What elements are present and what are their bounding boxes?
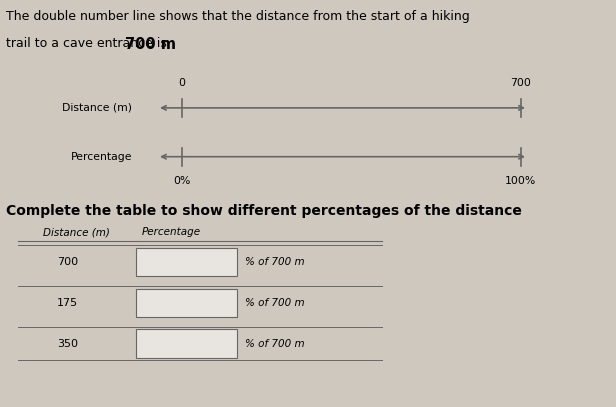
Text: Distance (m): Distance (m) bbox=[43, 227, 110, 237]
Text: 700 m: 700 m bbox=[125, 37, 176, 53]
Text: Complete the table to show different percentages of the distance: Complete the table to show different per… bbox=[6, 204, 522, 217]
Text: Percentage: Percentage bbox=[142, 227, 201, 237]
Bar bbox=[136, 248, 237, 276]
Text: 0%: 0% bbox=[173, 176, 190, 186]
Text: % of 700 m: % of 700 m bbox=[245, 257, 304, 267]
Text: 175: 175 bbox=[57, 298, 78, 308]
Text: % of 700 m: % of 700 m bbox=[245, 339, 304, 348]
Text: The double number line shows that the distance from the start of a hiking: The double number line shows that the di… bbox=[6, 10, 470, 23]
Text: 700: 700 bbox=[57, 257, 78, 267]
Text: trail to a cave entrance is: trail to a cave entrance is bbox=[6, 37, 171, 50]
Text: Percentage: Percentage bbox=[71, 152, 132, 162]
Text: Distance (m): Distance (m) bbox=[62, 103, 132, 113]
Text: 350: 350 bbox=[57, 339, 78, 348]
Text: 0: 0 bbox=[178, 78, 185, 88]
Text: % of 700 m: % of 700 m bbox=[245, 298, 304, 308]
Text: 100%: 100% bbox=[505, 176, 536, 186]
Bar bbox=[136, 289, 237, 317]
Text: 700: 700 bbox=[510, 78, 531, 88]
Bar bbox=[136, 329, 237, 358]
